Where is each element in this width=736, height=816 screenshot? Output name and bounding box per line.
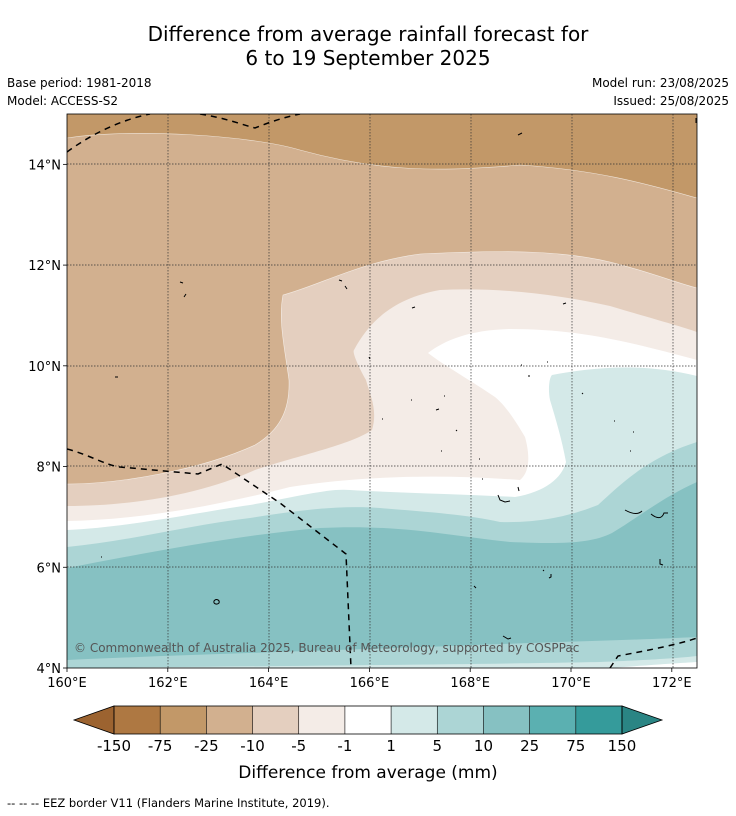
model-run: Model run: 23/08/2025 (591, 76, 729, 90)
colorbar-segment (344, 706, 392, 734)
lon-tick-label: 162°E (148, 676, 188, 691)
colorbar-tick-label: 150 (608, 737, 637, 755)
lon-tick-label: 164°E (249, 676, 289, 691)
lon-tick-label: 168°E (450, 676, 490, 691)
map-title: Difference from average rainfall forecas… (0, 22, 736, 70)
colorbar-segment (483, 706, 530, 734)
colorbar-tick-label: 75 (566, 737, 585, 755)
colorbar: -150 -75 -25 -10 -5 -1 1 5 10 25 75 150 (72, 705, 664, 755)
colorbar-segment (391, 706, 438, 734)
colorbar-tick-label: -5 (291, 737, 306, 755)
eez-borders (67, 114, 697, 668)
band-south-neutral (610, 662, 697, 668)
band-south-plus-1 (67, 656, 697, 668)
colorbar-extend-low (72, 705, 115, 735)
lon-tick-label: 172°E (652, 676, 692, 691)
colorbar-tick-label: 10 (474, 737, 493, 755)
colorbar-segment (160, 706, 207, 734)
colorbar-title: Difference from average (mm) (238, 763, 497, 783)
colorbar-tick-label: -10 (240, 737, 265, 755)
lat-tick-label: 14°N (28, 158, 61, 173)
colorbar-tick-label: 25 (520, 737, 539, 755)
colorbar-segment (252, 706, 299, 734)
islands (101, 118, 697, 640)
lon-tick-label: 160°E (47, 676, 87, 691)
model-name: Model: ACCESS-S2 (7, 94, 119, 108)
band-plus-10 (67, 482, 697, 668)
meta-left: Base period: 1981-2018 Model: ACCESS-S2 (7, 74, 152, 110)
copyright-text: © Commonwealth of Australia 2025, Bureau… (74, 641, 579, 655)
title-line-1: Difference from average rainfall forecas… (147, 22, 589, 46)
colorbar-tick-label: 1 (386, 737, 396, 755)
rainfall-map: © Commonwealth of Australia 2025, Bureau… (67, 114, 697, 668)
latitude-axis: 14°N 12°N 10°N 8°N 6°N 4°N (28, 158, 67, 677)
lon-tick-label: 166°E (350, 676, 390, 691)
colorbar-segment (298, 706, 345, 734)
eez-footnote: -- -- -- EEZ border V11 (Flanders Marine… (7, 796, 330, 810)
title-line-2: 6 to 19 September 2025 (245, 46, 491, 70)
band-south-plus-5 (67, 637, 697, 668)
lat-tick-label: 10°N (28, 360, 61, 375)
issued-date: Issued: 25/08/2025 (613, 94, 729, 108)
colorbar-segment (114, 706, 161, 734)
colorbar-segment (529, 706, 576, 734)
colorbar-segment (575, 706, 622, 734)
lat-tick-label: 4°N (37, 662, 62, 677)
colorbar-tick-label: -150 (97, 737, 131, 755)
colorbar-segment (437, 706, 484, 734)
lon-tick-label: 170°E (551, 676, 591, 691)
longitude-axis: 160°E 162°E 164°E 166°E 168°E 170°E 172°E (47, 668, 692, 691)
colorbar-tick-label: -75 (148, 737, 173, 755)
lat-tick-label: 6°N (37, 561, 62, 576)
lat-tick-label: 8°N (37, 461, 62, 476)
map-frame (66, 113, 698, 669)
colorbar-tick-label: 5 (432, 737, 442, 755)
lat-tick-label: 12°N (28, 259, 61, 274)
contour-lines (67, 133, 697, 485)
colorbar-tick-label: -1 (337, 737, 352, 755)
colorbar-extend-high (621, 705, 664, 735)
base-period: Base period: 1981-2018 (7, 76, 152, 90)
meta-right: Model run: 23/08/2025 Issued: 25/08/2025 (592, 74, 729, 110)
colorbar-segment (206, 706, 253, 734)
colorbar-tick-label: -25 (194, 737, 219, 755)
graticule (67, 114, 697, 668)
